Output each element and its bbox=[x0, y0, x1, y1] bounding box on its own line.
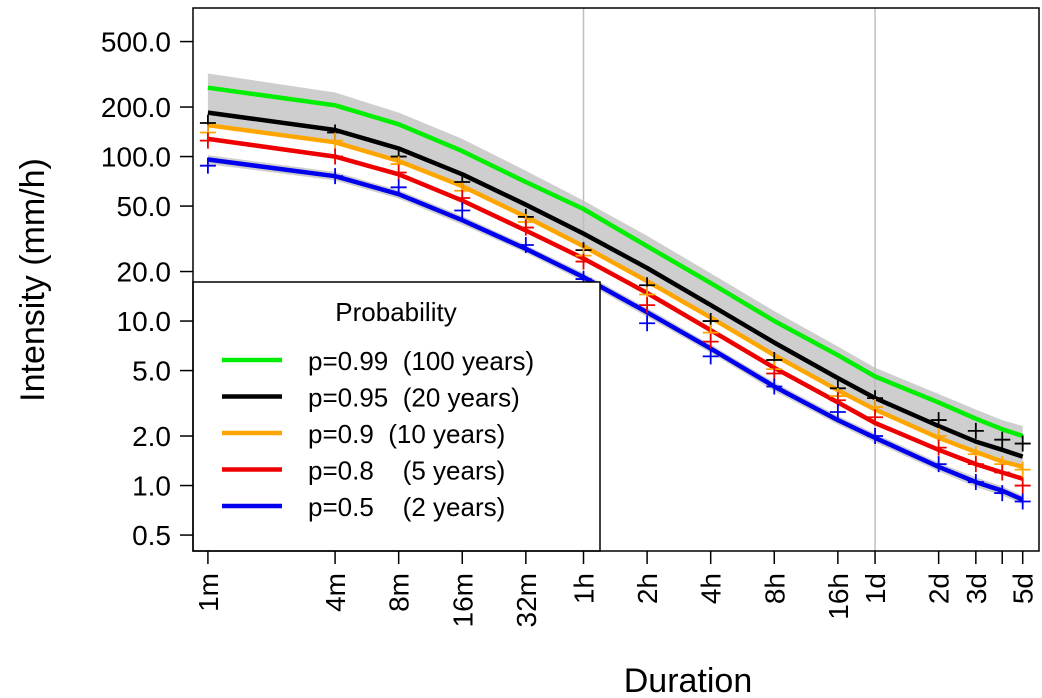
y-tick-label: 5.0 bbox=[132, 356, 171, 387]
y-tick-label: 10.0 bbox=[117, 306, 172, 337]
x-tick-label: 4h bbox=[696, 573, 727, 604]
legend-label: p=0.8 (5 years) bbox=[308, 456, 505, 486]
data-point bbox=[829, 403, 846, 420]
x-tick-label: 16h bbox=[823, 573, 854, 620]
series-line bbox=[207, 110, 1024, 459]
y-tick-label: 50.0 bbox=[117, 191, 172, 222]
data-point bbox=[1014, 493, 1031, 510]
data-point bbox=[517, 219, 534, 236]
y-tick-label: 20.0 bbox=[117, 257, 172, 288]
data-point bbox=[327, 148, 344, 165]
y-tick-label: 2.0 bbox=[132, 421, 171, 452]
x-tick-label: 1d bbox=[860, 573, 891, 604]
data-point bbox=[994, 431, 1011, 448]
x-tick-label: 2d bbox=[924, 573, 955, 604]
data-point bbox=[702, 333, 719, 350]
data-point bbox=[327, 168, 344, 185]
y-tick-label: 200.0 bbox=[101, 92, 171, 123]
data-point bbox=[766, 378, 783, 395]
x-axis: 1m 4m 8m 16m 32m 1h 2h 4h 8h 16h 1d 2d 3d 5d bbox=[193, 551, 1039, 627]
data-point bbox=[1014, 477, 1031, 494]
data-point bbox=[994, 485, 1011, 502]
x-tick-label: 1m bbox=[193, 573, 224, 612]
x-tick-label: 16m bbox=[447, 573, 478, 627]
legend-label: p=0.95 (20 years) bbox=[308, 383, 520, 413]
data-point bbox=[930, 456, 947, 473]
x-tick-label: 2h bbox=[632, 573, 663, 604]
data-point bbox=[930, 439, 947, 456]
data-point bbox=[967, 456, 984, 473]
data-point bbox=[967, 474, 984, 491]
data-point bbox=[1014, 461, 1031, 478]
data-point bbox=[639, 297, 656, 314]
x-tick-label: 8h bbox=[759, 573, 790, 604]
x-tick-label: 3d bbox=[961, 573, 992, 604]
y-tick-label: 1.0 bbox=[132, 471, 171, 502]
data-point bbox=[199, 157, 216, 174]
data-point bbox=[867, 428, 884, 445]
legend-label: p=0.99 (100 years) bbox=[308, 346, 534, 376]
data-point bbox=[702, 348, 719, 365]
y-axis-title: Intensity (mm/h) bbox=[14, 158, 52, 402]
x-tick-label: 5d bbox=[1008, 573, 1039, 604]
data-point bbox=[390, 179, 407, 196]
x-axis-title: Duration bbox=[624, 662, 753, 698]
data-point bbox=[454, 202, 471, 219]
data-point bbox=[930, 412, 947, 429]
data-point bbox=[994, 464, 1011, 481]
reference-lines bbox=[582, 8, 876, 551]
y-tick-label: 0.5 bbox=[132, 520, 171, 551]
observed-points bbox=[199, 114, 1031, 510]
data-point bbox=[199, 132, 216, 149]
x-tick-label: 8m bbox=[384, 573, 415, 612]
x-tick-label: 32m bbox=[511, 573, 542, 627]
y-axis: 0.5 1.0 2.0 5.0 10.0 20.0 50.0 100.0 200.0 500.0 bbox=[101, 27, 193, 551]
x-tick-label: 1h bbox=[569, 573, 600, 604]
data-point bbox=[1014, 435, 1031, 452]
data-point bbox=[327, 132, 344, 149]
legend: Probability p=0.99 (100 years) p=0.95 (20… bbox=[192, 281, 601, 552]
data-point bbox=[867, 409, 884, 426]
series-line bbox=[207, 85, 1024, 439]
y-tick-label: 500.0 bbox=[101, 27, 171, 58]
data-point bbox=[575, 253, 592, 270]
data-point bbox=[967, 422, 984, 439]
x-tick-label: 4m bbox=[320, 573, 351, 612]
data-point bbox=[639, 315, 656, 332]
legend-title: Probability bbox=[335, 297, 456, 327]
legend-label: p=0.5 (2 years) bbox=[308, 492, 505, 522]
y-tick-label: 100.0 bbox=[101, 142, 171, 173]
legend-label: p=0.9 (10 years) bbox=[308, 419, 505, 449]
data-point bbox=[517, 236, 534, 253]
plot-frame bbox=[192, 7, 1040, 552]
data-point bbox=[390, 164, 407, 181]
